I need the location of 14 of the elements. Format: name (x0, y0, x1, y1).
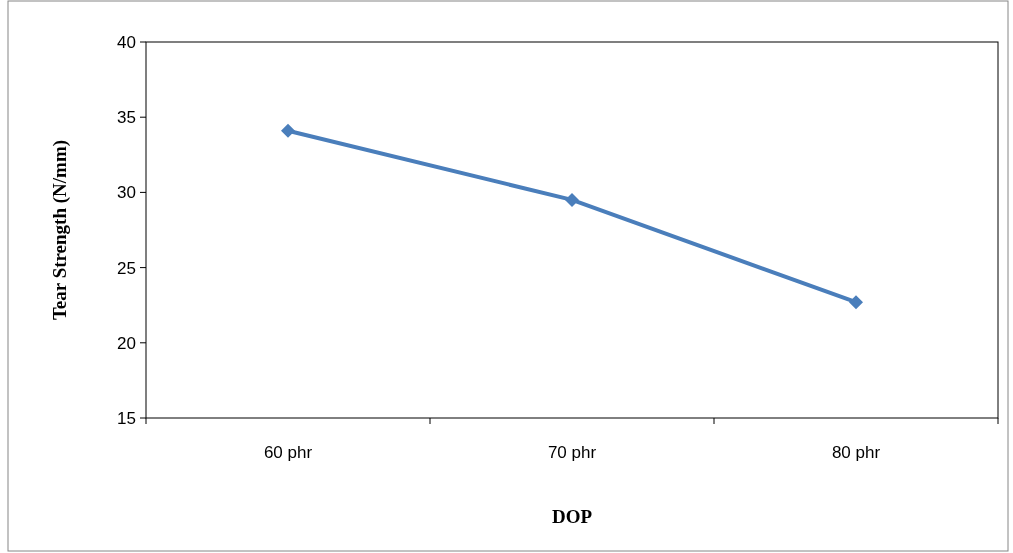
point (565, 192, 579, 207)
x-tick-label: 80 phr (831, 443, 881, 462)
x-axis-title: DOP (551, 506, 593, 527)
y-tick-label: 25 (117, 258, 136, 278)
point (849, 295, 863, 310)
y-tick-label: 40 (117, 32, 136, 52)
y-tick-label: 15 (117, 408, 136, 428)
point (281, 123, 295, 138)
x-tick-label: 60 phr (263, 443, 313, 462)
y-tick-label: 35 (117, 108, 136, 128)
y-axis-title: Tear Strength (N/mm) (49, 139, 71, 321)
y-tick-label: 30 (117, 183, 136, 203)
x-tick-label: 70 phr (547, 443, 597, 462)
y-tick-label: 20 (117, 333, 136, 353)
